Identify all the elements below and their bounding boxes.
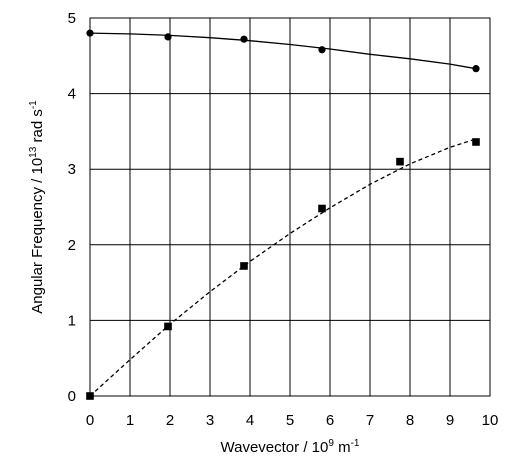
data-point-circle (472, 65, 480, 73)
y-tick-label: 0 (68, 388, 76, 405)
fit-line-2 (89, 138, 477, 397)
data-point-square (164, 322, 172, 331)
data-point-square (472, 138, 480, 146)
x-tick-label: 6 (326, 412, 334, 429)
data-point-circle (318, 46, 326, 54)
x-tick-label: 2 (166, 412, 174, 429)
fit-lines (89, 32, 477, 397)
x-tick-label: 1 (126, 412, 134, 429)
x-tick-label: 9 (446, 412, 454, 429)
x-tick-label: 0 (86, 412, 94, 429)
data-point-circle (164, 33, 172, 41)
data-point-circle (86, 29, 94, 37)
data-point-square (318, 204, 326, 213)
x-tick-label: 7 (366, 412, 374, 429)
x-tick-label: 4 (246, 412, 254, 429)
x-axis-title: Wavevector / 109 m-1 (221, 438, 360, 456)
y-tick-label: 2 (68, 237, 76, 254)
tick-labels: 0 1 2 3 4 5 6 7 8 9 10 0 1 2 3 4 5 (68, 10, 499, 429)
data-points (86, 29, 480, 400)
x-tick-label: 3 (206, 412, 214, 429)
grid-lines (89, 17, 491, 397)
y-tick-label: 4 (68, 86, 76, 103)
plot-frame (89, 17, 491, 397)
data-point-square (396, 157, 404, 166)
x-tick-label: 10 (482, 412, 499, 429)
x-tick-label: 5 (286, 412, 294, 429)
data-point-square (240, 262, 248, 270)
y-axis-title: Angular Frequency / 1013 rad s-1 (28, 100, 46, 314)
data-point-square (86, 392, 94, 400)
data-point-circle (240, 35, 248, 43)
y-tick-label: 3 (68, 161, 76, 178)
y-tick-label: 1 (68, 312, 76, 329)
y-tick-label: 5 (68, 10, 76, 27)
x-tick-label: 8 (406, 412, 414, 429)
fit-line-1 (89, 32, 477, 70)
